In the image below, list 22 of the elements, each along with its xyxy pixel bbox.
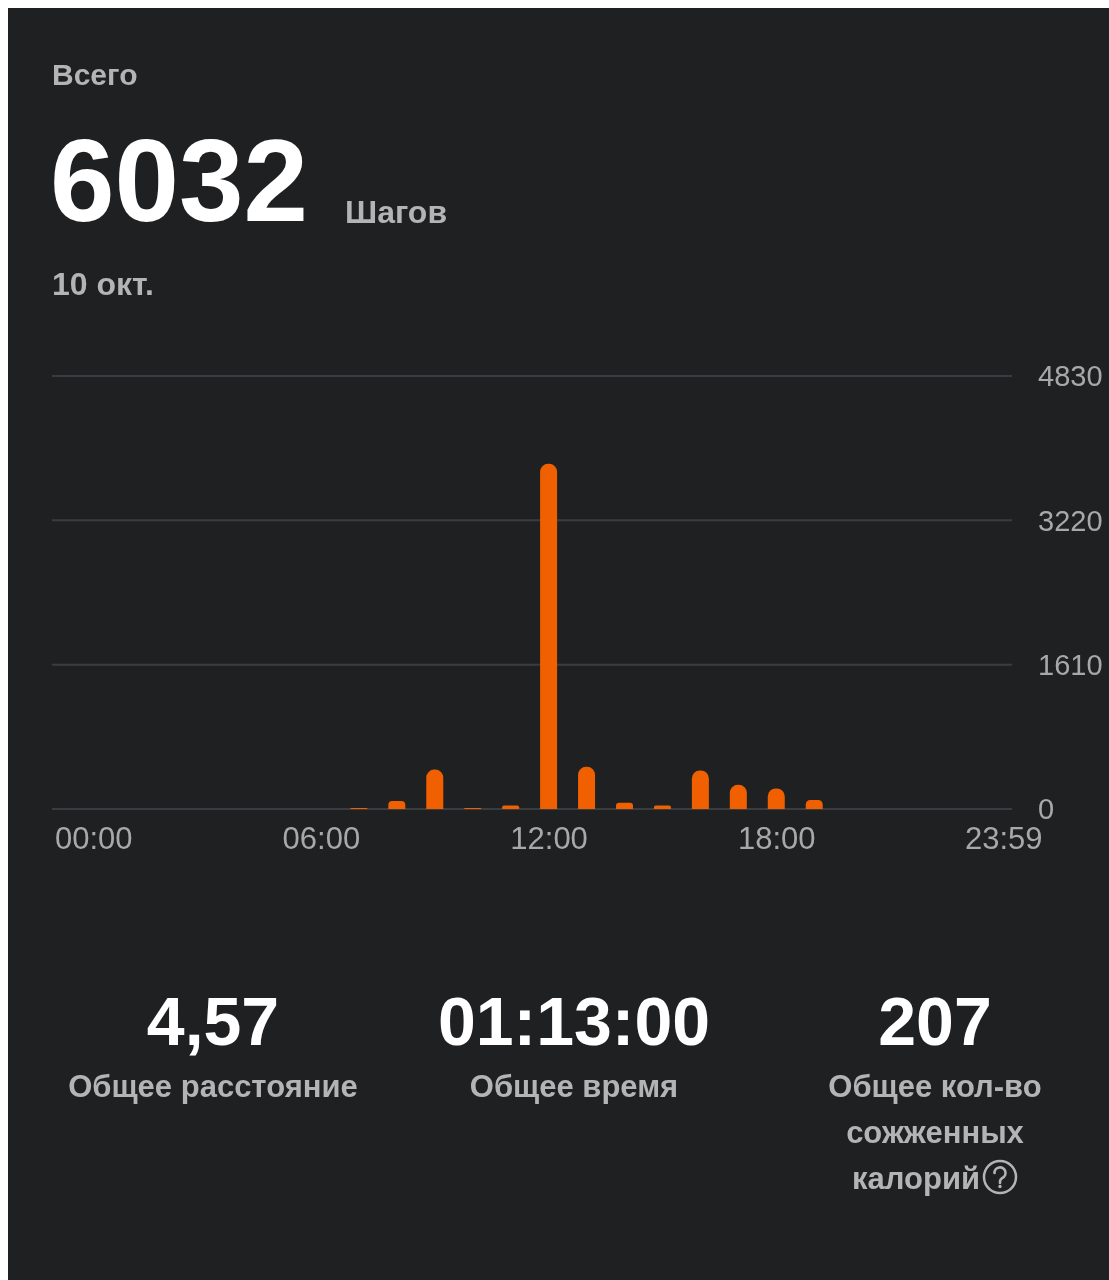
text: Общее расстояние — [67, 1068, 359, 1106]
bar — [578, 766, 596, 809]
text: 6032 — [50, 116, 309, 246]
text: 4,57 — [145, 982, 281, 1061]
bar — [426, 769, 444, 809]
y-tick-label: 1610 — [1038, 648, 1103, 681]
text: 207 — [877, 982, 993, 1061]
text: 10 окт. — [52, 266, 154, 303]
text: 01:13:00 — [436, 982, 712, 1061]
x-tick-label: 18:00 — [737, 821, 816, 857]
bar — [540, 463, 558, 809]
bar — [615, 802, 633, 809]
bar — [691, 770, 709, 809]
y-tick-label: 3220 — [1038, 504, 1103, 537]
y-tick-label: 4830 — [1038, 360, 1103, 393]
x-tick-label: 06:00 — [282, 821, 361, 857]
text: Общее время — [468, 1068, 680, 1106]
x-tick-label: 00:00 — [54, 821, 133, 857]
chart-title: Всего — [52, 58, 138, 92]
text: Общее кол-во сожженных калорий — [827, 1068, 1043, 1198]
text: Шагов — [345, 194, 448, 231]
x-tick-label: 12:00 — [510, 821, 588, 857]
